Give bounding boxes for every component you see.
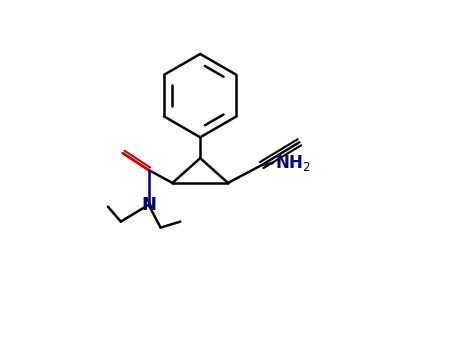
Text: N: N	[141, 196, 156, 214]
Text: NH$_2$: NH$_2$	[275, 153, 310, 173]
